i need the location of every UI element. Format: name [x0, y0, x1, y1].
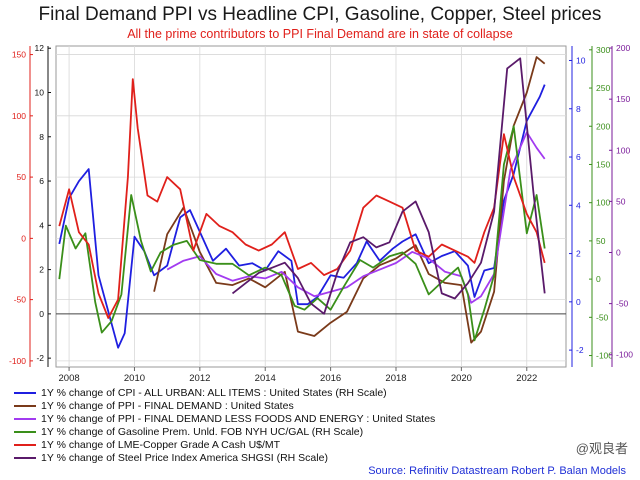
x-tick-label: 2010	[124, 373, 145, 384]
legend-label: 1Y % change of Steel Price Index America…	[41, 451, 328, 464]
x-tick-label: 2022	[516, 373, 537, 384]
y-tick-label: 2	[39, 265, 44, 275]
y-tick-label: 0	[39, 309, 44, 319]
y-tick-label: 0	[596, 274, 601, 284]
y-tick-label: 100	[616, 145, 630, 155]
y-tick-label: 250	[596, 83, 610, 93]
y-tick-label: -50	[616, 299, 629, 309]
y-tick-label: -100	[596, 351, 613, 361]
x-tick-label: 2014	[255, 373, 276, 384]
y-tick-label: 10	[35, 87, 45, 97]
y-tick-label: 150	[596, 159, 610, 169]
legend-item-steel: 1Y % change of Steel Price Index America…	[14, 451, 435, 464]
x-tick-label: 2012	[189, 373, 210, 384]
y-tick-label: 6	[576, 152, 581, 162]
legend-label: 1Y % change of PPI - FINAL DEMAND : Unit…	[41, 399, 294, 412]
y-tick-label: 50	[17, 172, 27, 182]
legend-label: 1Y % change of LME-Copper Grade A Cash U…	[41, 438, 281, 451]
y-tick-label: 50	[596, 236, 606, 246]
y-tick-label: -2	[576, 345, 584, 355]
legend-item-ppi-core: 1Y % change of PPI - FINAL DEMAND LESS F…	[14, 412, 435, 425]
x-tick-label: 2018	[385, 373, 406, 384]
legend-item-ppi-final-demand: 1Y % change of PPI - FINAL DEMAND : Unit…	[14, 399, 435, 412]
y-tick-label: 12	[35, 43, 45, 53]
legend-item-gasoline: 1Y % change of Gasoline Prem. Unld. FOB …	[14, 425, 435, 438]
y-tick-label: 150	[12, 50, 26, 60]
y-tick-label: 8	[576, 104, 581, 114]
series-line-3	[58, 125, 546, 342]
y-tick-label: 150	[616, 94, 630, 104]
y-tick-label: 300	[596, 45, 610, 55]
y-tick-label: 100	[12, 111, 26, 121]
y-tick-label: 0	[21, 233, 26, 243]
source-note: Source: Refinitiv Datastream Robert P. B…	[368, 465, 626, 477]
series-line-2	[166, 131, 546, 304]
y-tick-label: 0	[616, 248, 621, 258]
x-tick-label: 2016	[320, 373, 341, 384]
legend-swatch	[14, 391, 36, 394]
y-tick-label: -100	[616, 350, 633, 360]
legend-item-cpi: 1Y % change of CPI - ALL URBAN: ALL ITEM…	[14, 386, 435, 399]
y-tick-label: 10	[576, 55, 586, 65]
series-line-0	[58, 84, 546, 349]
legend-swatch	[14, 417, 36, 420]
legend-label: 1Y % change of Gasoline Prem. Unld. FOB …	[41, 425, 364, 438]
y-tick-label: 4	[39, 220, 44, 230]
y-tick-label: 200	[596, 121, 610, 131]
legend-swatch	[14, 456, 36, 459]
watermark: @观良者	[575, 441, 628, 456]
y-tick-label: -100	[9, 356, 26, 366]
series-line-1	[153, 56, 546, 344]
chart-title: Final Demand PPI vs Headline CPI, Gasoli…	[38, 4, 602, 25]
y-tick-label: 6	[39, 176, 44, 186]
x-tick-label: 2020	[451, 373, 472, 384]
legend-swatch	[14, 430, 36, 433]
legend-swatch	[14, 404, 36, 407]
y-tick-label: 8	[39, 132, 44, 142]
y-tick-label: 100	[596, 198, 610, 208]
x-tick-label: 2008	[59, 373, 80, 384]
y-tick-label: -2	[36, 353, 44, 363]
y-tick-label: -50	[14, 295, 27, 305]
legend-label: 1Y % change of CPI - ALL URBAN: ALL ITEM…	[41, 386, 387, 399]
chart-subtitle: All the prime contributors to PPI Final …	[127, 27, 513, 41]
y-tick-label: 200	[616, 43, 630, 53]
series-line-5	[231, 57, 546, 315]
y-tick-label: 2	[576, 249, 581, 259]
y-tick-label: 4	[576, 200, 581, 210]
legend-swatch	[14, 443, 36, 446]
y-tick-label: -50	[596, 312, 609, 322]
legend-label: 1Y % change of PPI - FINAL DEMAND LESS F…	[41, 412, 436, 425]
y-tick-label: 50	[616, 196, 626, 206]
legend: 1Y % change of CPI - ALL URBAN: ALL ITEM…	[14, 386, 435, 464]
y-tick-label: 0	[576, 297, 581, 307]
legend-item-copper: 1Y % change of LME-Copper Grade A Cash U…	[14, 438, 435, 451]
series-line-4	[58, 78, 546, 319]
